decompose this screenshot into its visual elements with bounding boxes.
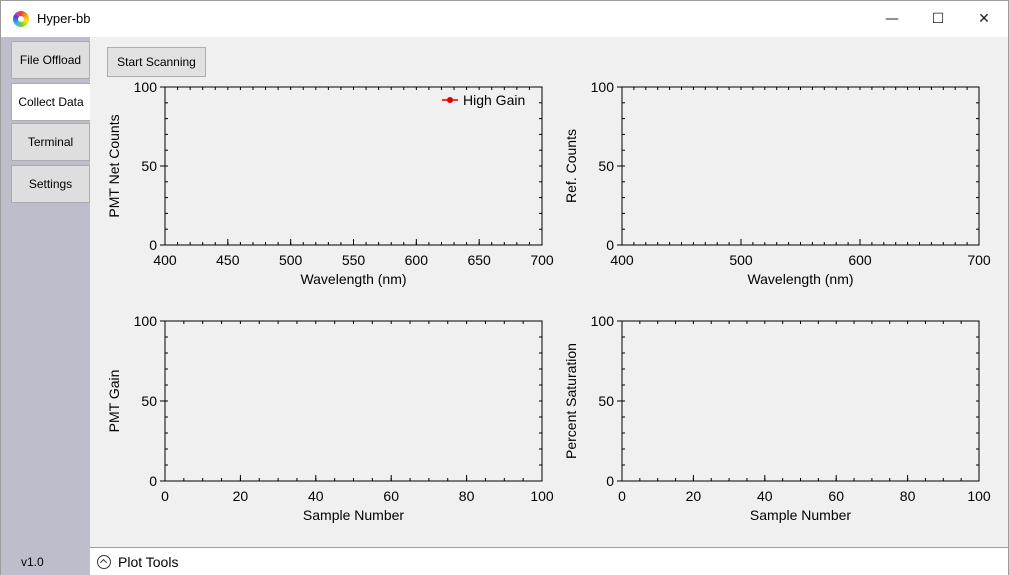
expand-up-icon[interactable] [97,555,111,569]
chart-ref-counts[interactable]: 400 500 600 700 0 50 100 Wavelength (nm) Ref. Co… [563,79,991,287]
x-tick-label: 650 [467,252,491,268]
close-button[interactable]: ✕ [978,11,990,27]
start-scanning-button[interactable]: Start Scanning [107,47,206,77]
y-tick-label: 50 [141,158,157,174]
x-tick-label: 100 [530,488,554,504]
x-tick-label: 550 [342,252,366,268]
y-tick-label: 50 [141,393,157,409]
x-tick-label: 400 [153,252,177,268]
y-tick-label: 100 [134,313,158,329]
x-tick-label: 500 [279,252,303,268]
x-tick-label: 700 [530,252,554,268]
sidebar: File Offload Collect Data Terminal Setti… [1,37,90,575]
y-tick-label: 0 [606,473,614,489]
tab-settings[interactable]: Settings [11,165,90,203]
x-axis-label: Sample Number [303,507,404,523]
x-tick-label: 60 [383,488,399,504]
minimize-button[interactable]: — [885,11,899,27]
x-tick-label: 80 [900,488,916,504]
y-axis-label: PMT Net Counts [106,114,122,217]
maximize-button[interactable]: ☐ [931,11,945,27]
x-tick-label: 500 [729,252,753,268]
window-title: Hyper-bb [37,11,91,26]
app-logo-icon [13,11,29,27]
x-tick-label: 400 [610,252,634,268]
y-axis-label: PMT Gain [106,370,122,433]
plot-frame [621,86,980,246]
chart-percent-saturation[interactable]: 0 20 40 60 80 100 0 50 100 Sample Number Percent S… [563,313,991,523]
legend-marker [447,97,453,103]
y-tick-label: 100 [134,79,158,95]
x-tick-label: 100 [967,488,991,504]
plot-frame [164,320,543,482]
plot-frame [164,86,543,246]
chart-pmt-net-counts[interactable]: 400 450 500 550 600 650 700 0 50 100 Wavelength (n… [106,79,554,287]
x-tick-label: 600 [405,252,429,268]
y-tick-label: 100 [591,313,615,329]
plot-tools-label: Plot Tools [118,554,179,570]
y-tick-label: 100 [591,79,615,95]
x-tick-label: 80 [459,488,475,504]
plot-tools-expander[interactable]: Plot Tools [90,547,1008,575]
y-tick-label: 50 [598,393,614,409]
x-tick-label: 450 [216,252,240,268]
y-tick-label: 0 [149,473,157,489]
x-tick-label: 20 [686,488,702,504]
x-tick-label: 0 [161,488,169,504]
x-tick-label: 60 [828,488,844,504]
tab-collect-data[interactable]: Collect Data [11,83,90,121]
plot-frame [621,320,980,482]
x-axis-label: Sample Number [750,507,851,523]
tab-file-offload[interactable]: File Offload [11,41,90,79]
x-tick-label: 600 [848,252,872,268]
x-tick-label: 40 [308,488,324,504]
collect-data-panel: Start Scanning 400 450 500 550 600 650 700 0 50 1… [90,37,1008,575]
y-axis-label: Ref. Counts [563,129,579,203]
x-tick-label: 40 [757,488,773,504]
x-tick-label: 700 [967,252,991,268]
y-tick-label: 0 [149,237,157,253]
x-axis-label: Wavelength (nm) [747,271,853,287]
y-tick-label: 0 [606,237,614,253]
y-axis-label: Percent Saturation [563,343,579,459]
x-axis-label: Wavelength (nm) [300,271,406,287]
title-bar[interactable]: Hyper-bb — ☐ ✕ [1,1,1008,37]
y-tick-label: 50 [598,158,614,174]
legend-label: High Gain [463,92,525,108]
x-tick-label: 20 [233,488,249,504]
version-label: v1.0 [21,555,44,569]
x-tick-label: 0 [618,488,626,504]
chart-pmt-gain[interactable]: 0 20 40 60 80 100 0 50 100 Sample Number PMT Gain [106,313,554,523]
tab-terminal[interactable]: Terminal [11,123,90,161]
